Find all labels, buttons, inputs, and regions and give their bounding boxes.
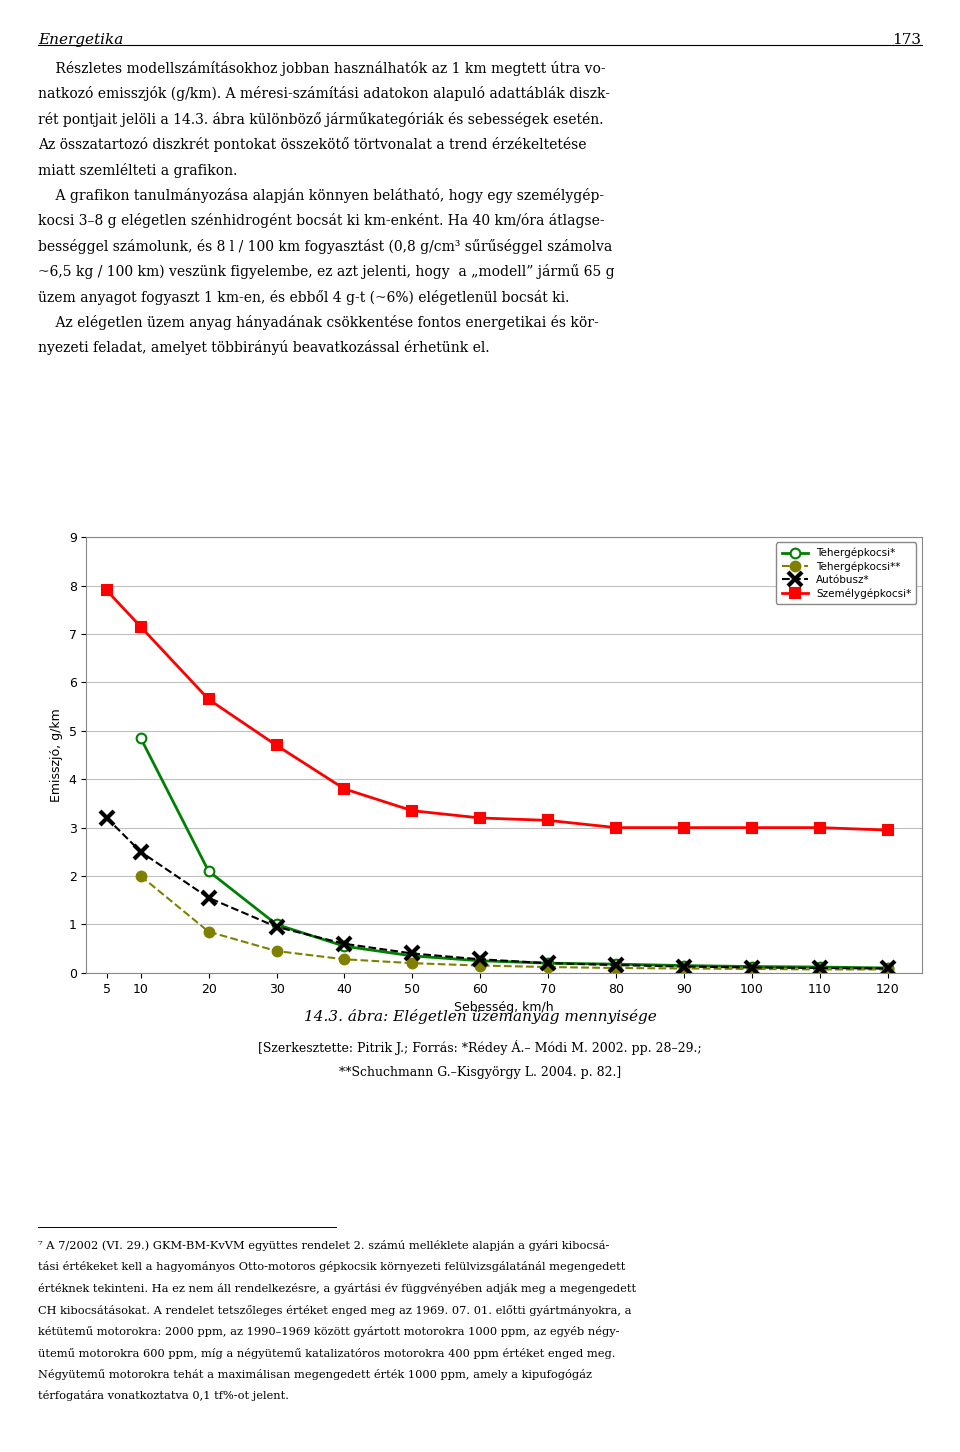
- Személygépkocsi*: [474, 809, 486, 826]
- Line: Autóbusz*: Autóbusz*: [100, 812, 895, 976]
- Személygépkocsi*: [611, 819, 622, 836]
- Tehergépkocsi**: [203, 923, 214, 941]
- Tehergépkocsi**: [271, 942, 282, 960]
- Text: CH kibocsátásokat. A rendelet tetszőleges értéket enged meg az 1969. 07. 01. elő: CH kibocsátásokat. A rendelet tetszőlege…: [38, 1304, 632, 1316]
- Autóbusz*: [271, 918, 282, 935]
- Text: bességgel számolunk, és 8 l / 100 km fogyasztást (0,8 g/cm³ sűrűséggel számolva: bességgel számolunk, és 8 l / 100 km fog…: [38, 238, 612, 254]
- Tehergépkocsi*: [882, 960, 894, 977]
- Line: Személygépkocsi*: Személygépkocsi*: [102, 585, 893, 835]
- Text: rét pontjait jelöli a 14.3. ábra különböző járműkategóriák és sebességek esetén.: rét pontjait jelöli a 14.3. ábra különbö…: [38, 112, 604, 126]
- Y-axis label: Emisszjó, g/km: Emisszjó, g/km: [50, 709, 63, 802]
- Autóbusz*: [746, 958, 757, 976]
- Autóbusz*: [611, 957, 622, 974]
- Text: miatt szemlélteti a grafikon.: miatt szemlélteti a grafikon.: [38, 163, 238, 177]
- Text: A grafikon tanulmányozása alapján könnyen belátható, hogy egy személygép-: A grafikon tanulmányozása alapján könnye…: [38, 189, 605, 203]
- Tehergépkocsi*: [678, 957, 689, 974]
- Text: 173: 173: [893, 33, 922, 48]
- Autóbusz*: [882, 960, 894, 977]
- Autóbusz*: [135, 844, 147, 861]
- Tehergépkocsi**: [407, 954, 419, 971]
- Text: nyezeti feladat, amelyet többirányú beavatkozással érhetünk el.: nyezeti feladat, amelyet többirányú beav…: [38, 341, 490, 356]
- Text: kocsi 3–8 g elégetlen szénhidrogént bocsát ki km-enként. Ha 40 km/óra átlagse-: kocsi 3–8 g elégetlen szénhidrogént bocs…: [38, 213, 605, 228]
- Autóbusz*: [542, 954, 554, 971]
- Tehergépkocsi*: [611, 955, 622, 973]
- Text: kétütemű motorokra: 2000 ppm, az 1990–1969 között gyártott motorokra 1000 ppm, a: kétütemű motorokra: 2000 ppm, az 1990–19…: [38, 1326, 620, 1337]
- Tehergépkocsi*: [339, 938, 350, 955]
- Text: ütemű motorokra 600 ppm, míg a négyütemű katalizatóros motorokra 400 ppm értéket: ütemű motorokra 600 ppm, míg a négyütemű…: [38, 1347, 616, 1359]
- Text: Az összatartozó diszkrét pontokat összekötő törtvonalat a trend érzékeltetése: Az összatartozó diszkrét pontokat összek…: [38, 136, 587, 152]
- Tehergépkocsi*: [542, 954, 554, 971]
- Tehergépkocsi**: [678, 960, 689, 977]
- Autóbusz*: [474, 951, 486, 968]
- Text: **Schuchmann G.–Kisgyörgy L. 2004. p. 82.]: **Schuchmann G.–Kisgyörgy L. 2004. p. 82…: [339, 1066, 621, 1079]
- Text: térfogatára vonatkoztatva 0,1 tf%-ot jelent.: térfogatára vonatkoztatva 0,1 tf%-ot jel…: [38, 1391, 289, 1401]
- Személygépkocsi*: [407, 802, 419, 819]
- Tehergépkocsi*: [746, 958, 757, 976]
- Személygépkocsi*: [203, 691, 214, 709]
- Autóbusz*: [101, 809, 112, 826]
- Text: tási értékeket kell a hagyományos Otto-motoros gépkocsik környezeti felülvizsgál: tási értékeket kell a hagyományos Otto-m…: [38, 1262, 626, 1272]
- Autóbusz*: [814, 960, 826, 977]
- Személygépkocsi*: [814, 819, 826, 836]
- Tehergépkocsi**: [611, 960, 622, 977]
- Tehergépkocsi*: [407, 947, 419, 964]
- Személygépkocsi*: [746, 819, 757, 836]
- Autóbusz*: [407, 945, 419, 963]
- Tehergépkocsi*: [814, 958, 826, 976]
- Text: natkozó emisszjók (g/km). A méresi-számítási adatokon alapuló adattáblák diszk-: natkozó emisszjók (g/km). A méresi-számí…: [38, 87, 611, 102]
- Line: Tehergépkocsi*: Tehergépkocsi*: [136, 733, 893, 973]
- Tehergépkocsi*: [135, 729, 147, 746]
- Tehergépkocsi**: [814, 961, 826, 979]
- Text: Négyütemű motorokra tehát a maximálisan megengedett érték 1000 ppm, amely a kipu: Négyütemű motorokra tehát a maximálisan …: [38, 1369, 592, 1379]
- Text: Részletes modellszámításokhoz jobban használhatók az 1 km megtett útra vo-: Részletes modellszámításokhoz jobban has…: [38, 61, 606, 76]
- Text: Energetika: Energetika: [38, 33, 124, 48]
- X-axis label: Sebesség, km/h: Sebesség, km/h: [454, 1000, 554, 1013]
- Legend: Tehergépkocsi*, Tehergépkocsi**, Autóbusz*, Személygépkocsi*: Tehergépkocsi*, Tehergépkocsi**, Autóbus…: [777, 543, 917, 604]
- Text: [Szerkesztette: Pitrik J.; Forrás: *Rédey Á.– Módi M. 2002. pp. 28–29.;: [Szerkesztette: Pitrik J.; Forrás: *Réde…: [258, 1040, 702, 1054]
- Line: Tehergépkocsi**: Tehergépkocsi**: [136, 871, 893, 974]
- Személygépkocsi*: [135, 619, 147, 636]
- Text: üzem anyagot fogyaszt 1 km-en, és ebből 4 g-t (~6%) elégetlenül bocsát ki.: üzem anyagot fogyaszt 1 km-en, és ebből …: [38, 290, 570, 305]
- Személygépkocsi*: [542, 812, 554, 829]
- Text: Az elégetlen üzem anyag hányadának csökkentése fontos energetikai és kör-: Az elégetlen üzem anyag hányadának csökk…: [38, 315, 599, 330]
- Tehergépkocsi**: [135, 867, 147, 884]
- Text: ⁷ A 7/2002 (VI. 29.) GKM-BM-KvVM együttes rendelet 2. számú melléklete alapján a: ⁷ A 7/2002 (VI. 29.) GKM-BM-KvVM együtte…: [38, 1240, 610, 1252]
- Tehergépkocsi*: [474, 953, 486, 970]
- Személygépkocsi*: [101, 582, 112, 600]
- Tehergépkocsi**: [746, 960, 757, 977]
- Személygépkocsi*: [678, 819, 689, 836]
- Autóbusz*: [339, 935, 350, 953]
- Tehergépkocsi**: [474, 957, 486, 974]
- Text: értéknek tekinteni. Ha ez nem áll rendelkezésre, a gyártási év függvényében adjá: értéknek tekinteni. Ha ez nem áll rendel…: [38, 1284, 636, 1294]
- Tehergépkocsi**: [882, 961, 894, 979]
- Személygépkocsi*: [271, 736, 282, 754]
- Autóbusz*: [678, 958, 689, 976]
- Személygépkocsi*: [882, 822, 894, 839]
- Text: 14.3. ábra: Elégetlen üzemanyag mennyisége: 14.3. ábra: Elégetlen üzemanyag mennyisé…: [303, 1009, 657, 1024]
- Text: ~6,5 kg / 100 km) veszünk figyelembe, ez azt jelenti, hogy  a „modell” jármű 65 : ~6,5 kg / 100 km) veszünk figyelembe, ez…: [38, 264, 615, 279]
- Tehergépkocsi**: [339, 951, 350, 968]
- Tehergépkocsi*: [271, 916, 282, 934]
- Tehergépkocsi**: [542, 958, 554, 976]
- Tehergépkocsi*: [203, 862, 214, 880]
- Személygépkocsi*: [339, 780, 350, 797]
- Autóbusz*: [203, 889, 214, 906]
